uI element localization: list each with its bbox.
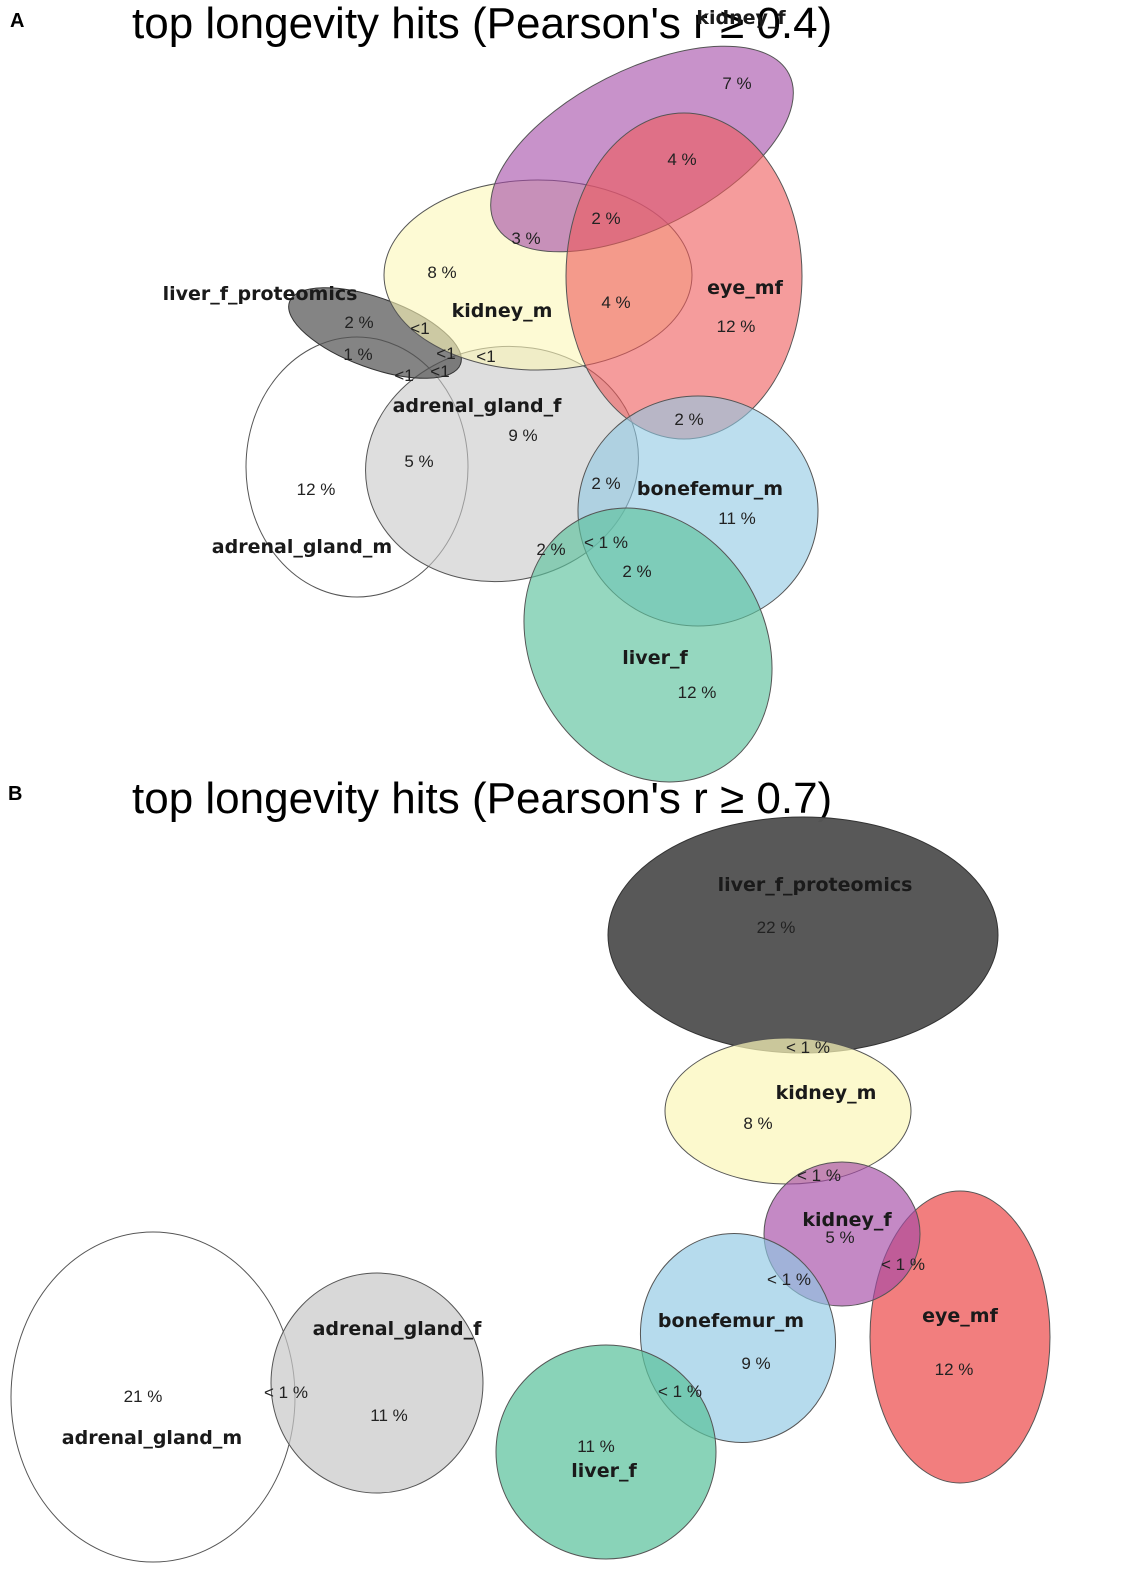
label-a-kidney-m: kidney_m (452, 300, 553, 322)
region-a-value: 3 % (511, 229, 540, 248)
region-b-value: 11 % (370, 1406, 408, 1425)
ellipse-b-kidney-m (664, 1037, 912, 1185)
region-a-value: <1 (410, 319, 429, 338)
region-a-value: 2 % (674, 410, 703, 429)
region-a-value: 8 % (427, 263, 456, 282)
region-a-value: 2 % (591, 209, 620, 228)
region-a-value: 2 % (344, 313, 373, 332)
ellipse-b-adrenal-gland-f (270, 1272, 484, 1494)
ellipse-a-liver-f (523, 507, 773, 783)
panel-a: A top longevity hits (Pearson's r ≥ 0.4)… (10, 0, 832, 783)
region-a-value: 4 % (601, 293, 630, 312)
label-b-kidney-m: kidney_m (776, 1082, 877, 1104)
region-a-value: 7 % (722, 74, 751, 93)
region-a-value: 2 % (591, 474, 620, 493)
region-b-value: < 1 % (767, 1270, 811, 1289)
label-b-kidney-f: kidney_f (802, 1209, 892, 1231)
region-b-value: 21 % (124, 1387, 163, 1406)
label-b-bonefemur-m: bonefemur_m (658, 1310, 804, 1332)
panel-a-letter: A (10, 10, 24, 32)
region-a-value: < 1 % (584, 533, 628, 552)
label-b-eye-mf: eye_mf (922, 1305, 998, 1327)
region-a-value: <1 (394, 366, 413, 385)
region-b-value: < 1 % (264, 1383, 308, 1402)
region-a-value: <1 (476, 347, 495, 366)
region-b-value: < 1 % (786, 1038, 830, 1057)
region-b-value: 9 % (741, 1354, 770, 1373)
ellipse-b-liver-f-proteomics (607, 816, 999, 1054)
region-a-value: <1 (436, 344, 455, 363)
label-a-adrenal-gland-f: adrenal_gland_f (393, 395, 563, 417)
label-a-adrenal-gland-m: adrenal_gland_m (212, 536, 392, 558)
label-b-liver-f: liver_f (571, 1460, 637, 1482)
label-a-bonefemur-m: bonefemur_m (637, 478, 783, 500)
region-a-value: 12 % (297, 480, 336, 499)
region-a-value: 9 % (508, 426, 537, 445)
panel-a-title: top longevity hits (Pearson's r ≥ 0.4) (132, 0, 832, 48)
label-a-kidney-f: kidney_f (696, 7, 786, 29)
region-b-value: < 1 % (797, 1166, 841, 1185)
region-b-value: 12 % (935, 1360, 974, 1379)
region-a-value: 5 % (404, 452, 433, 471)
region-a-value: 2 % (622, 562, 651, 581)
region-a-value: 1 % (343, 345, 372, 364)
label-b-liver-f-proteomics: liver_f_proteomics (718, 874, 913, 896)
panel-b: B top longevity hits (Pearson's r ≥ 0.7)… (8, 774, 1051, 1563)
region-a-value: 4 % (667, 150, 696, 169)
label-a-liver-f-proteomics: liver_f_proteomics (163, 283, 358, 305)
region-a-value: 11 % (718, 509, 756, 528)
label-a-liver-f: liver_f (622, 647, 688, 669)
ellipse-a-liver-f-proteomics (288, 287, 462, 379)
panel-b-letter: B (8, 783, 22, 805)
region-b-value: < 1 % (881, 1255, 925, 1274)
region-b-value: 8 % (743, 1114, 772, 1133)
region-b-value: 22 % (757, 918, 796, 937)
region-a-value: <1 (430, 362, 449, 381)
label-a-eye-mf: eye_mf (707, 277, 783, 299)
label-b-adrenal-gland-m: adrenal_gland_m (62, 1427, 242, 1449)
label-b-adrenal-gland-f: adrenal_gland_f (313, 1318, 483, 1340)
region-b-value: 5 % (825, 1228, 854, 1247)
region-b-value: 11 % (577, 1437, 615, 1456)
ellipse-b-eye-mf (869, 1190, 1051, 1484)
region-a-value: 2 % (536, 540, 565, 559)
panel-b-title: top longevity hits (Pearson's r ≥ 0.7) (132, 774, 832, 823)
region-a-value: 12 % (717, 317, 756, 336)
ellipse-b-liver-f (495, 1344, 717, 1560)
region-b-value: < 1 % (658, 1382, 702, 1401)
region-a-value: 12 % (678, 683, 717, 702)
